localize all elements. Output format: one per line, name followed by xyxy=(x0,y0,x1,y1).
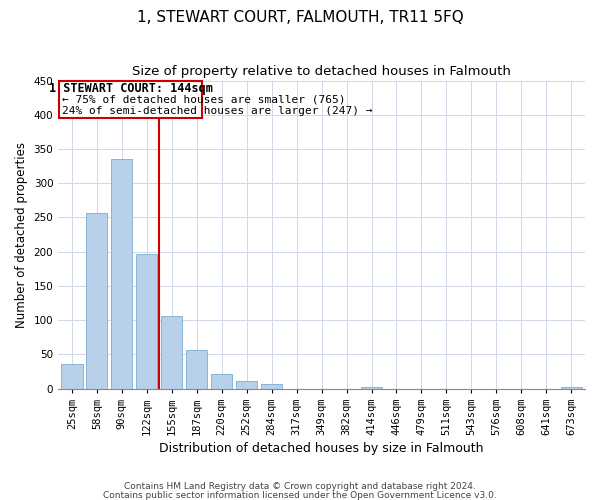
Text: 1 STEWART COURT: 144sqm: 1 STEWART COURT: 144sqm xyxy=(49,82,212,94)
Bar xyxy=(86,214,107,388)
Bar xyxy=(186,350,208,389)
Bar xyxy=(361,387,382,388)
Y-axis label: Number of detached properties: Number of detached properties xyxy=(15,142,28,328)
Bar xyxy=(111,160,133,388)
Title: Size of property relative to detached houses in Falmouth: Size of property relative to detached ho… xyxy=(132,65,511,78)
Text: 24% of semi-detached houses are larger (247) →: 24% of semi-detached houses are larger (… xyxy=(62,106,373,117)
Bar xyxy=(161,316,182,388)
Text: 1, STEWART COURT, FALMOUTH, TR11 5FQ: 1, STEWART COURT, FALMOUTH, TR11 5FQ xyxy=(137,10,463,25)
Text: ← 75% of detached houses are smaller (765): ← 75% of detached houses are smaller (76… xyxy=(62,94,346,104)
Bar xyxy=(136,254,157,388)
Bar xyxy=(261,384,282,388)
Bar xyxy=(61,364,83,388)
Bar xyxy=(560,387,582,388)
Text: Contains HM Land Registry data © Crown copyright and database right 2024.: Contains HM Land Registry data © Crown c… xyxy=(124,482,476,491)
Bar xyxy=(211,374,232,388)
Text: Contains public sector information licensed under the Open Government Licence v3: Contains public sector information licen… xyxy=(103,491,497,500)
Bar xyxy=(236,381,257,388)
FancyBboxPatch shape xyxy=(59,80,202,118)
X-axis label: Distribution of detached houses by size in Falmouth: Distribution of detached houses by size … xyxy=(160,442,484,455)
